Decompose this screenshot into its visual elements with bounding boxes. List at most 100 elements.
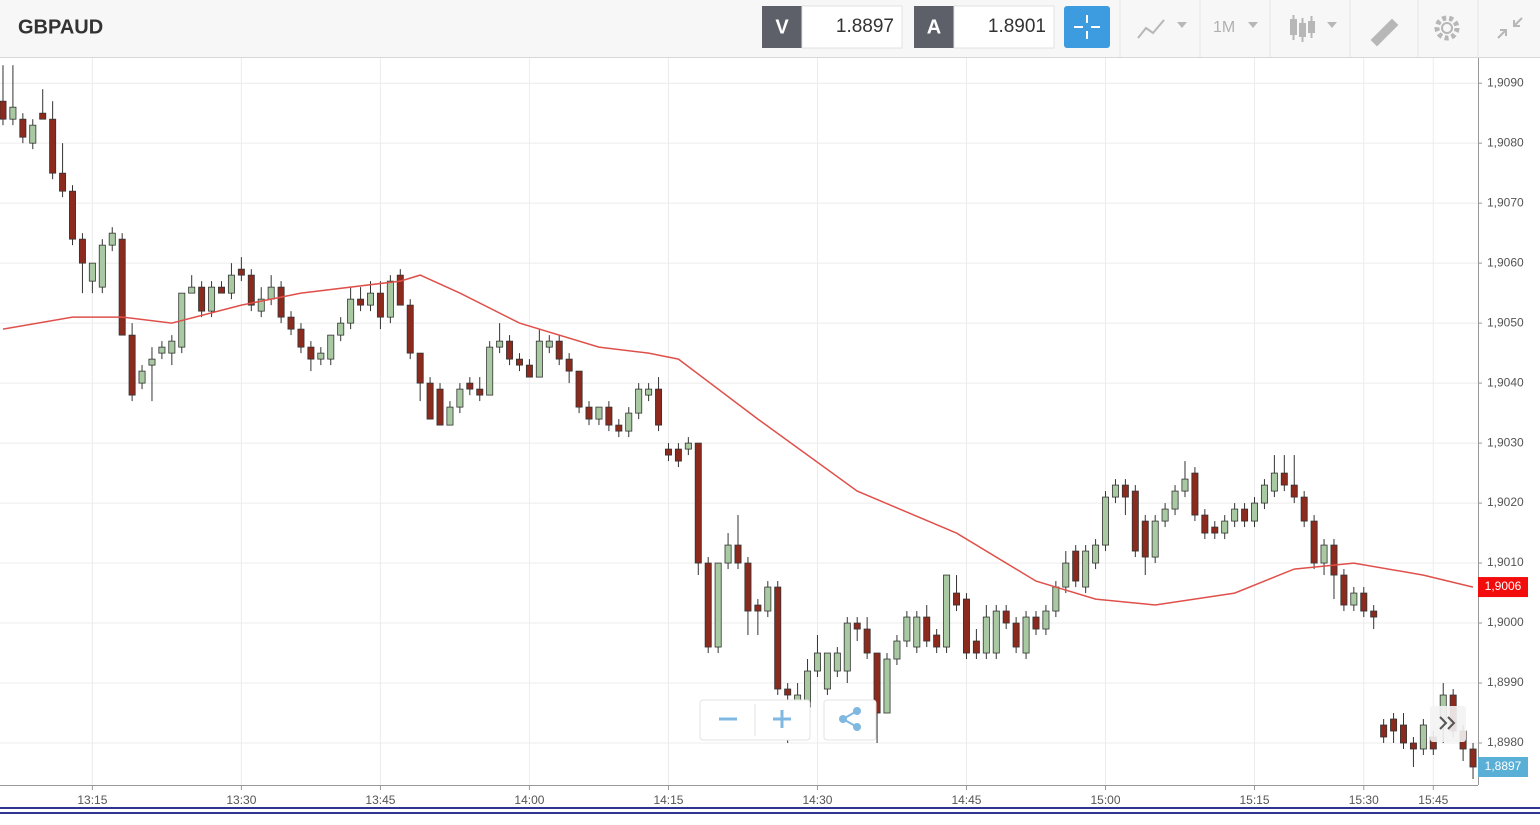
candle-body	[376, 292, 384, 318]
candle-body	[754, 604, 762, 612]
candle-body	[516, 358, 523, 366]
candle-body	[813, 652, 821, 672]
candle-body	[605, 406, 613, 426]
candle-body	[218, 286, 225, 294]
candle-body	[1062, 562, 1070, 588]
candle-body	[962, 598, 970, 654]
candle-body	[357, 298, 365, 306]
x-tick-label: 13:15	[77, 793, 107, 807]
crosshair-icon	[1074, 15, 1100, 39]
candle-body	[933, 634, 941, 648]
candle-body	[655, 388, 663, 426]
candle-body	[307, 346, 315, 360]
candle-body	[565, 358, 573, 372]
candle-body	[198, 286, 206, 312]
candle-body	[1260, 484, 1268, 504]
candle-body	[694, 442, 702, 564]
zoom-in[interactable]	[773, 710, 791, 728]
candle-body	[784, 688, 792, 696]
candle-body	[714, 562, 722, 648]
x-tick-label: 15:45	[1418, 793, 1448, 807]
candle-body	[158, 346, 166, 354]
candle-body	[277, 286, 285, 318]
candle-body	[257, 298, 265, 312]
candle-body	[1251, 502, 1258, 522]
candle-body	[823, 652, 831, 690]
candle-body	[1409, 742, 1417, 750]
x-tick-label: 13:30	[226, 793, 256, 807]
ask-value: 1.8901	[988, 16, 1046, 37]
ma-price-label: 1,9006	[1485, 579, 1522, 593]
candle-body	[1280, 472, 1288, 486]
candle-body	[883, 658, 891, 714]
y-tick-label: 1,9050	[1487, 315, 1524, 329]
candle-body	[1002, 610, 1010, 624]
candle-body	[1121, 484, 1129, 498]
candle-body	[1340, 574, 1348, 606]
candle-body	[1161, 508, 1169, 522]
symbol: GBPAUD	[18, 16, 103, 38]
bid-button[interactable]	[762, 6, 802, 48]
candle-body	[893, 640, 901, 660]
candle-body	[297, 328, 305, 348]
candle-body	[1012, 622, 1020, 648]
candle-body	[1141, 520, 1149, 558]
candle-body	[595, 406, 603, 420]
x-tick-label: 15:15	[1239, 793, 1269, 807]
candle-body	[227, 274, 235, 294]
y-tick-label: 1,9020	[1487, 495, 1524, 509]
candle-body	[1231, 508, 1239, 522]
scroll-right-icon	[1439, 716, 1456, 730]
candle-body	[1052, 586, 1060, 612]
candle-body	[237, 268, 245, 276]
candle-body	[625, 412, 633, 432]
share-button[interactable]	[823, 699, 877, 741]
candle-body	[704, 562, 712, 648]
candle-body	[9, 106, 17, 120]
candle-body	[317, 352, 325, 360]
candle-body	[1072, 550, 1080, 582]
candle-body	[923, 616, 931, 642]
candle-body	[1400, 724, 1407, 744]
candle-body	[575, 370, 583, 408]
candle-body	[1350, 592, 1358, 606]
candle-body	[247, 274, 255, 306]
candle-body	[555, 340, 563, 360]
candle-body	[208, 286, 216, 312]
candle-body	[833, 652, 841, 672]
candle-body	[128, 334, 136, 396]
candle-body	[1310, 520, 1318, 564]
candle-body	[148, 358, 156, 366]
candle-body	[1270, 472, 1278, 492]
candle-body	[1191, 472, 1199, 516]
candle-body	[615, 424, 623, 432]
candle-body	[1082, 550, 1090, 588]
candle-body	[416, 352, 424, 384]
candle-body	[774, 586, 782, 690]
candle-body	[168, 340, 176, 354]
share-icon	[839, 707, 861, 731]
y-tick-label: 1,9060	[1487, 255, 1524, 269]
candle-body	[188, 286, 196, 294]
x-tick-label: 14:00	[514, 793, 544, 807]
candle-body	[684, 442, 692, 450]
timeframe[interactable]: 1M	[1213, 19, 1235, 36]
candle-body	[903, 616, 911, 642]
scroll-right-button[interactable]	[1430, 706, 1466, 742]
candle-body	[108, 232, 116, 246]
candle-body	[863, 628, 871, 654]
candle-body	[396, 274, 404, 306]
candle-body	[426, 382, 434, 420]
candle-body	[1092, 544, 1100, 564]
candle-body	[118, 238, 126, 336]
candle-body	[982, 616, 990, 654]
ask-box	[953, 5, 1055, 49]
candle-body	[98, 244, 106, 288]
candle-body	[1360, 592, 1368, 612]
crosshair-button[interactable]	[1064, 6, 1110, 48]
candle-body	[764, 586, 772, 612]
ma-price-tag	[1478, 577, 1528, 598]
candle-body	[327, 334, 335, 360]
candle-body	[138, 370, 146, 384]
ask-button[interactable]	[914, 6, 954, 48]
